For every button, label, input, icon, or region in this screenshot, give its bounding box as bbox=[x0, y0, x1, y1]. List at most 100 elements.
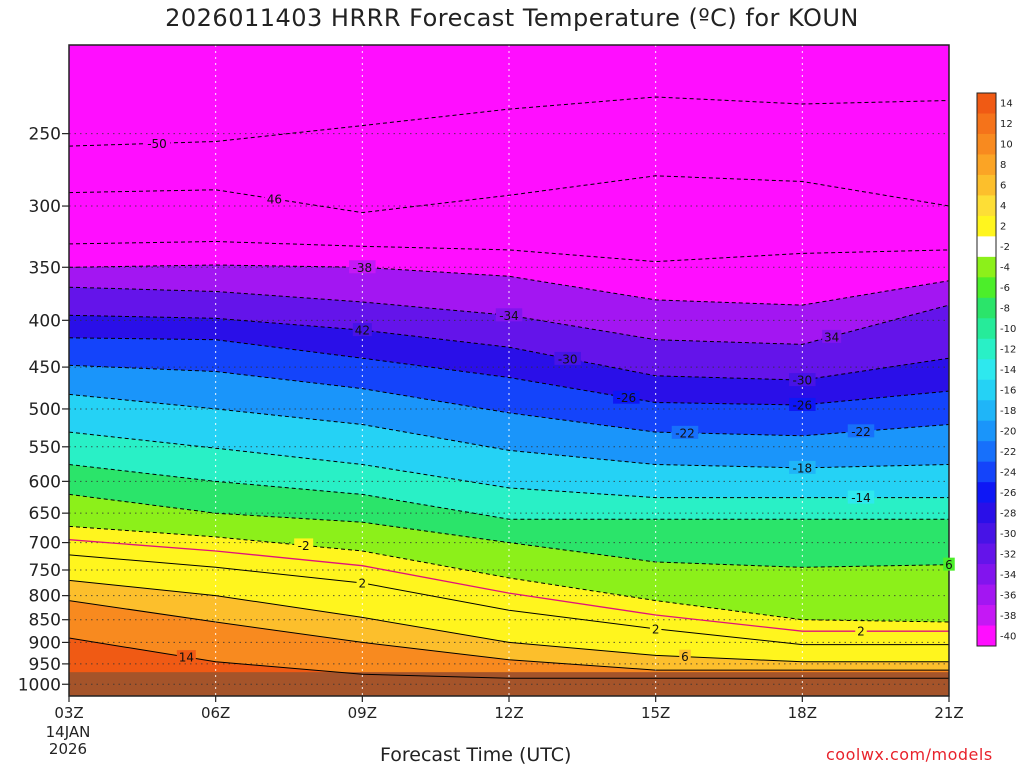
x-axis-label: Forecast Time (UTC) bbox=[380, 744, 572, 766]
contour-label-bg bbox=[789, 460, 816, 474]
contour-label-bg bbox=[495, 308, 523, 322]
contour-label: -26 bbox=[617, 391, 637, 405]
isotherm-line bbox=[69, 431, 949, 499]
isotherm-line bbox=[69, 493, 949, 568]
contour-label-bg bbox=[671, 425, 699, 439]
contour-label: -2 bbox=[298, 539, 310, 553]
contour-label-bg bbox=[943, 557, 955, 571]
x-tick-label: 21Z bbox=[934, 704, 963, 722]
y-tick-label: 1000 bbox=[18, 675, 61, 695]
contour-label: 6 bbox=[681, 650, 689, 664]
y-tick-label: 900 bbox=[29, 633, 61, 653]
x-tick-label: 06Z bbox=[201, 704, 230, 722]
colorbar-label: -22 bbox=[1000, 447, 1016, 458]
contour-label-bg bbox=[847, 490, 875, 504]
contour-label: 46 bbox=[267, 193, 282, 207]
y-tick-label: 250 bbox=[29, 125, 61, 145]
contour-label-bg bbox=[679, 649, 691, 663]
colorbar-cell bbox=[977, 584, 996, 606]
colorbar-label: -28 bbox=[1000, 508, 1016, 519]
credit-text: coolwx.com/models bbox=[826, 745, 993, 764]
colorbar-label: -32 bbox=[1000, 549, 1016, 560]
contour-label-bg bbox=[352, 323, 372, 337]
colorbar-label: -24 bbox=[1000, 467, 1016, 478]
colorbar-cell bbox=[977, 133, 996, 155]
colorbar-label: 4 bbox=[1000, 201, 1006, 212]
contour-label-bg bbox=[822, 329, 842, 343]
y-tick-label: 600 bbox=[29, 472, 61, 492]
colorbar-cell bbox=[977, 113, 996, 135]
colorbar-cell bbox=[977, 359, 996, 381]
colorbar-label: 12 bbox=[1000, 119, 1013, 130]
y-tick-label: 500 bbox=[29, 400, 61, 420]
colorbar-label: -18 bbox=[1000, 406, 1016, 417]
isotherm-line bbox=[69, 525, 949, 623]
colorbar-cell bbox=[977, 564, 996, 586]
colorbar-frame bbox=[976, 92, 997, 647]
y-tick-label: 550 bbox=[29, 438, 61, 458]
colorbar-cell bbox=[977, 441, 996, 463]
colorbar-label: -30 bbox=[1000, 529, 1016, 540]
colorbar-label: -36 bbox=[1000, 590, 1016, 601]
colorbar-cell bbox=[977, 543, 996, 565]
contour-label-bg bbox=[649, 621, 662, 635]
contour-label: -38 bbox=[353, 261, 373, 275]
colorbar-label: -10 bbox=[1000, 324, 1016, 335]
colorbar-cell bbox=[977, 420, 996, 442]
isotherm-line bbox=[69, 579, 949, 663]
colorbar-cell bbox=[977, 461, 996, 483]
x-tick-label: 03Z bbox=[54, 704, 83, 722]
contour-label: -30 bbox=[558, 352, 578, 366]
colorbar-cell bbox=[977, 523, 996, 545]
y-tick-label: 300 bbox=[29, 197, 61, 217]
isotherm-line bbox=[69, 539, 949, 632]
colorbar-cell bbox=[977, 297, 996, 319]
contour-label-bg bbox=[789, 373, 816, 387]
colorbar-cell bbox=[977, 502, 996, 524]
colorbar-label: 6 bbox=[1000, 181, 1006, 192]
contour-label: -14 bbox=[851, 491, 871, 505]
colorbar-label: 8 bbox=[1000, 160, 1006, 171]
colorbar-cell bbox=[977, 256, 996, 278]
colorbar-cell bbox=[977, 215, 996, 237]
chart-title: 2026011403 HRRR Forecast Temperature (ºC… bbox=[165, 4, 859, 32]
colorbar-label: -4 bbox=[1000, 263, 1010, 274]
y-tick-label: 850 bbox=[29, 611, 61, 631]
contour-label-bg bbox=[356, 576, 369, 590]
contour-label: 2 bbox=[857, 625, 865, 639]
colorbar-cell bbox=[977, 277, 996, 299]
contour-label: -22 bbox=[851, 425, 871, 439]
colorbar-cell bbox=[977, 195, 996, 217]
contour-label: 2 bbox=[652, 622, 660, 636]
contour-label-bg bbox=[349, 260, 376, 274]
x-tick-label: 15Z bbox=[641, 704, 670, 722]
colorbar-cell bbox=[977, 605, 996, 627]
y-tick-label: 400 bbox=[29, 311, 61, 331]
x-start-date: 14JAN bbox=[46, 723, 91, 741]
x-start-year: 2026 bbox=[49, 740, 87, 758]
colorbar-label: -8 bbox=[1000, 304, 1010, 315]
colorbar-label: -20 bbox=[1000, 426, 1016, 437]
y-tick-label: 650 bbox=[29, 504, 61, 524]
x-tick-label: 12Z bbox=[494, 704, 523, 722]
contour-label: 2 bbox=[359, 577, 367, 591]
colorbar-cell bbox=[977, 318, 996, 340]
colorbar-label: -40 bbox=[1000, 631, 1016, 642]
colorbar-cell bbox=[977, 236, 996, 258]
contour-label-bg bbox=[847, 424, 875, 438]
contour-label-bg bbox=[176, 650, 196, 664]
y-tick-label: 750 bbox=[29, 561, 61, 581]
contour-label-bg bbox=[143, 136, 171, 150]
isotherm-line bbox=[69, 637, 949, 679]
isotherm-line bbox=[69, 554, 949, 646]
colorbar-label: 14 bbox=[1000, 99, 1013, 110]
contour-label: -22 bbox=[675, 426, 695, 440]
contour-label: -18 bbox=[793, 461, 813, 475]
contour-label-bg bbox=[264, 192, 284, 206]
colorbar-label: -12 bbox=[1000, 345, 1016, 356]
colorbar-cell bbox=[977, 400, 996, 422]
contour-label: -50 bbox=[147, 137, 167, 151]
isotherm-line bbox=[69, 264, 949, 306]
isotherm-line bbox=[69, 96, 949, 147]
